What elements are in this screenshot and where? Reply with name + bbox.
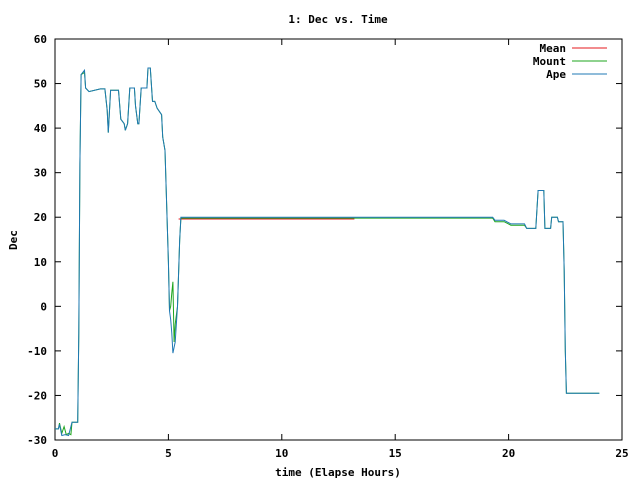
y-tick-label: 50	[34, 78, 47, 91]
axis-ticks: 0 5 10 15 20 25 -30 -20 -10 0 10 20 30 40 50 60	[27, 33, 629, 460]
y-tick-label: -30	[27, 434, 47, 447]
y-tick-label: 40	[34, 122, 47, 135]
plot-frame	[54, 38, 623, 441]
series-line-ape	[55, 67, 600, 437]
x-tick-label: 5	[165, 447, 172, 460]
series-lines	[55, 67, 600, 437]
y-tick-label: -20	[27, 389, 47, 402]
legend-label-mean: Mean	[540, 42, 567, 55]
x-axis-label: time (Elapse Hours)	[275, 466, 401, 479]
x-tick-label: 15	[389, 447, 402, 460]
y-tick-label: -10	[27, 345, 47, 358]
chart-title: 1: Dec vs. Time	[288, 13, 388, 26]
y-tick-label: 0	[40, 300, 47, 313]
x-tick-label: 20	[502, 447, 515, 460]
x-tick-label: 10	[275, 447, 288, 460]
y-tick-label: 60	[34, 33, 47, 46]
series-line-mount	[55, 67, 600, 436]
legend-label-ape: Ape	[546, 68, 566, 81]
x-tick-label: 0	[52, 447, 59, 460]
x-tick-label: 25	[615, 447, 628, 460]
y-axis-label: Dec	[7, 230, 20, 250]
legend-label-mount: Mount	[533, 55, 566, 68]
y-tick-label: 30	[34, 167, 47, 180]
y-tick-label: 20	[34, 211, 47, 224]
y-tick-label: 10	[34, 256, 47, 269]
